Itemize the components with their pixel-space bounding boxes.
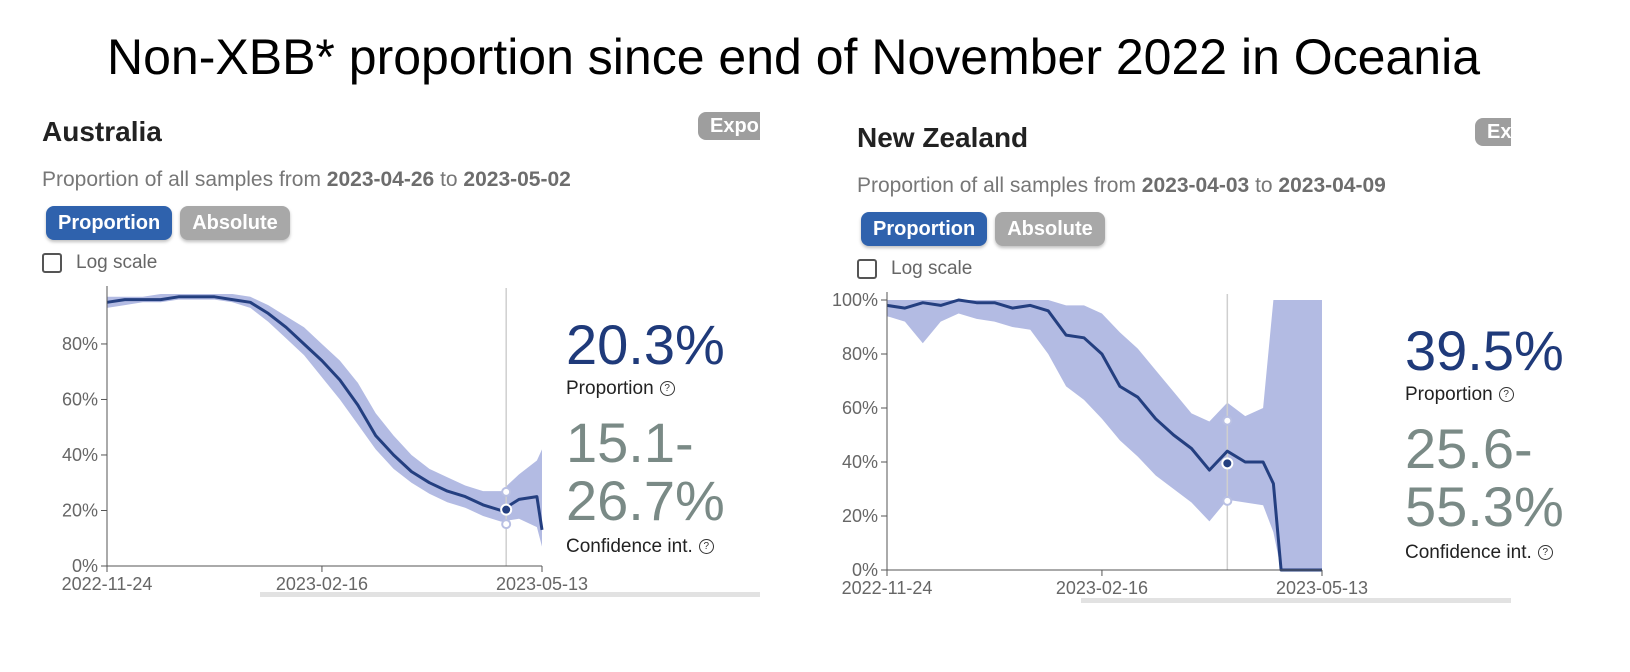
y-tick-label: 80% — [842, 344, 878, 364]
panel-title: Australia — [42, 116, 162, 147]
ci-lower-marker — [1222, 495, 1233, 506]
confidence-interval-value: 15.1-26.7% — [566, 411, 725, 532]
x-tick-label: 2023-05-13 — [1276, 578, 1368, 598]
log-scale-checkbox[interactable] — [857, 259, 877, 279]
subtitle-to: to — [440, 168, 458, 191]
proportion-line — [886, 298, 1322, 572]
panel-new-zealand: New Zealand Export Proportion of all sam… — [832, 118, 1597, 638]
chart-australia: 0% 20% 40% 60% 80% 2022-11-24 2023-02-16 2023-0… — [62, 286, 588, 594]
x-tick-label: 2023-05-13 — [496, 574, 588, 594]
x-tick-label: 2023-02-16 — [276, 574, 368, 594]
panel-australia: Australia Export Proportion of all sampl… — [42, 112, 782, 632]
confidence-band — [107, 294, 542, 547]
export-button[interactable]: Export — [698, 112, 760, 140]
help-icon[interactable]: ? — [1498, 387, 1514, 402]
subtitle-prefix: Proportion of all samples from — [42, 168, 321, 191]
panel-title: New Zealand — [857, 122, 1029, 153]
log-scale-label: Log scale — [76, 252, 158, 273]
y-tick-label: 60% — [842, 398, 878, 418]
proportion-button[interactable]: Proportion — [46, 206, 173, 240]
y-tick-label: 80% — [62, 334, 98, 354]
y-tick-label: 100% — [832, 290, 878, 310]
subtitle-to: to — [1255, 174, 1273, 197]
y-tick-label: 40% — [842, 452, 878, 472]
date-from: 2023-04-26 — [326, 168, 435, 191]
y-tick-label: 20% — [62, 500, 98, 520]
y-tick-label: 0% — [72, 556, 98, 576]
mode-toggle: Proportion Absolute — [861, 212, 1105, 246]
ci-label-text: Confidence int. — [566, 536, 693, 557]
confidence-interval-value: 25.6-55.3% — [1405, 417, 1564, 538]
chart-new-zealand: 0% 20% 40% 60% 80% 100% 2022-11-24 2023-02-16 20… — [832, 290, 1368, 598]
confidence-interval-label: Confidence int.? — [1405, 542, 1553, 564]
proportion-label: Proportion? — [566, 378, 675, 400]
proportion-marker — [500, 503, 513, 516]
y-tick-label: 0% — [852, 560, 878, 580]
ci-upper-marker — [1222, 415, 1233, 426]
log-scale-label: Log scale — [891, 258, 973, 279]
help-icon[interactable]: ? — [698, 539, 714, 554]
proportion-label: Proportion? — [1405, 384, 1514, 406]
proportion-line — [106, 295, 544, 531]
mode-toggle: Proportion Absolute — [46, 206, 290, 240]
ci-label-text: Confidence int. — [1405, 542, 1532, 563]
proportion-button[interactable]: Proportion — [861, 212, 988, 246]
ci-upper-marker — [501, 486, 512, 497]
x-tick-label: 2022-11-24 — [842, 578, 933, 598]
date-to: 2023-04-09 — [1278, 174, 1386, 197]
date-to: 2023-05-02 — [463, 168, 571, 191]
date-range-subtitle: Proportion of all samples from 2023-04-2… — [42, 168, 571, 192]
page-title: Non-XBB* proportion since end of Novembe… — [107, 29, 1481, 85]
help-icon[interactable]: ? — [659, 381, 675, 396]
log-scale-checkbox[interactable] — [42, 253, 62, 273]
horizontal-scrollbar[interactable] — [1081, 598, 1511, 603]
subtitle-prefix: Proportion of all samples from — [857, 174, 1136, 197]
proportion-label-text: Proportion — [1405, 384, 1493, 405]
help-icon[interactable]: ? — [1537, 545, 1553, 560]
confidence-band — [887, 300, 1322, 570]
x-tick-label: 2022-11-24 — [62, 574, 153, 594]
proportion-marker — [1221, 457, 1234, 470]
absolute-button[interactable]: Absolute — [180, 206, 290, 240]
proportion-value: 39.5% — [1405, 319, 1564, 382]
y-tick-label: 60% — [62, 389, 98, 409]
horizontal-scrollbar[interactable] — [260, 592, 760, 597]
y-tick-label: 40% — [62, 445, 98, 465]
confidence-interval-label: Confidence int.? — [566, 536, 714, 558]
proportion-value: 20.3% — [566, 313, 725, 376]
y-tick-label: 20% — [842, 506, 878, 526]
log-scale-control: Log scale — [42, 252, 157, 274]
x-tick-label: 2023-02-16 — [1056, 578, 1148, 598]
date-range-subtitle: Proportion of all samples from 2023-04-0… — [857, 174, 1386, 198]
proportion-label-text: Proportion — [566, 378, 654, 399]
absolute-button[interactable]: Absolute — [995, 212, 1105, 246]
ci-lower-marker — [501, 519, 512, 530]
date-from: 2023-04-03 — [1141, 174, 1250, 197]
log-scale-control: Log scale — [857, 258, 972, 280]
export-button[interactable]: Export — [1475, 118, 1511, 146]
